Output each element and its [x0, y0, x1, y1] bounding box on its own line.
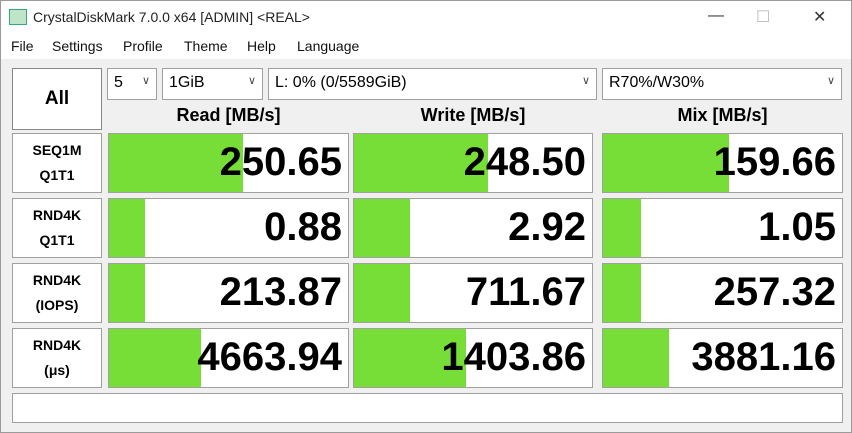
app-icon: [9, 9, 27, 25]
result-value: 3881.16: [691, 335, 836, 379]
result-meter: [109, 199, 145, 257]
title-bar: CrystalDiskMark 7.0.0 x64 [ADMIN] <REAL>…: [1, 1, 851, 33]
menu-item[interactable]: Help: [247, 38, 276, 54]
result-value: 213.87: [219, 270, 342, 314]
maximize-button[interactable]: ☐: [756, 9, 771, 26]
result-cell: 3881.16: [602, 328, 843, 388]
row-label-line: Q1T1: [39, 232, 75, 248]
close-button[interactable]: ✕: [813, 9, 827, 26]
result-meter: [109, 134, 243, 192]
result-value: 1403.86: [441, 335, 586, 379]
row-label[interactable]: RND4K (IOPS): [12, 263, 102, 323]
result-meter: [603, 134, 729, 192]
column-header: Read [MB/s]: [176, 105, 281, 125]
result-cell: 213.87: [108, 263, 349, 323]
row-label[interactable]: RND4K Q1T1: [12, 198, 102, 258]
row-label-line: RND4K: [32, 337, 82, 353]
dropdown[interactable]: 5 ∨: [107, 68, 157, 100]
result-meter: [603, 199, 641, 257]
result-cell: 250.65: [108, 133, 349, 193]
result-value: 711.67: [465, 270, 586, 314]
status-bar: [12, 393, 843, 423]
dropdown-arrow: ∨: [141, 75, 150, 87]
row-label[interactable]: RND4K (μs): [12, 328, 102, 388]
dropdown-arrow: ∨: [826, 75, 835, 87]
row-label[interactable]: SEQ1M Q1T1: [12, 133, 102, 193]
result-meter: [109, 329, 201, 387]
dropdown[interactable]: R70%/W30% ∨: [602, 68, 842, 100]
minimize-button[interactable]: —: [708, 7, 724, 24]
row-label-line: RND4K: [32, 207, 82, 223]
result-value: 257.32: [713, 270, 836, 314]
menu-item[interactable]: Settings: [52, 38, 103, 54]
result-meter: [603, 264, 641, 322]
result-cell: 248.50: [353, 133, 593, 193]
dropdown-value: L: 0% (0/5589GiB): [275, 74, 407, 91]
dropdown-value: 1GiB: [169, 74, 205, 91]
window-title: CrystalDiskMark 7.0.0 x64 [ADMIN] <REAL>: [33, 9, 310, 25]
result-cell: 4663.94: [108, 328, 349, 388]
dropdown-value: 5: [114, 74, 123, 91]
dropdown[interactable]: 1GiB ∨: [162, 68, 263, 100]
result-meter: [354, 199, 410, 257]
result-value: 250.65: [219, 140, 342, 184]
result-value: 159.66: [713, 140, 836, 184]
result-value: 4663.94: [197, 335, 342, 379]
result-cell: 711.67: [353, 263, 593, 323]
result-value: 248.50: [463, 140, 586, 184]
menu-item[interactable]: Language: [297, 38, 360, 54]
result-cell: 159.66: [602, 133, 843, 193]
dropdown[interactable]: L: 0% (0/5589GiB) ∨: [268, 68, 597, 100]
result-cell: 1.05: [602, 198, 843, 258]
result-value: 2.92: [508, 205, 586, 249]
result-value: 0.88: [264, 205, 342, 249]
row-label-line: RND4K: [32, 272, 82, 288]
dropdown-value: R70%/W30%: [609, 74, 705, 91]
menu-item[interactable]: Profile: [123, 38, 163, 54]
column-header: Write [MB/s]: [420, 105, 526, 125]
row-label-line: SEQ1M: [32, 142, 82, 158]
result-meter: [354, 264, 410, 322]
result-meter: [603, 329, 669, 387]
result-meter: [354, 134, 488, 192]
column-header: Mix [MB/s]: [677, 105, 768, 125]
result-cell: 1403.86: [353, 328, 593, 388]
row-label-line: Q1T1: [39, 167, 75, 183]
dropdown-arrow: ∨: [581, 75, 590, 87]
dropdown-arrow: ∨: [247, 75, 256, 87]
result-cell: 257.32: [602, 263, 843, 323]
menu-item[interactable]: File: [11, 38, 34, 54]
result-value: 1.05: [758, 205, 836, 249]
result-meter: [109, 264, 145, 322]
result-cell: 0.88: [108, 198, 349, 258]
row-label-line: (IOPS): [35, 297, 79, 313]
menu-item[interactable]: Theme: [184, 38, 228, 54]
main-panel: All 5 ∨ 1GiB ∨ L: 0% (0/5589GiB) ∨ R70%/W30% ∨ R…: [5, 61, 847, 429]
result-meter: [354, 329, 466, 387]
all-button[interactable]: All: [12, 68, 102, 130]
menu-bar: File Settings Profile Theme Help Language: [1, 33, 851, 59]
result-cell: 2.92: [353, 198, 593, 258]
row-label-line: (μs): [44, 362, 70, 378]
